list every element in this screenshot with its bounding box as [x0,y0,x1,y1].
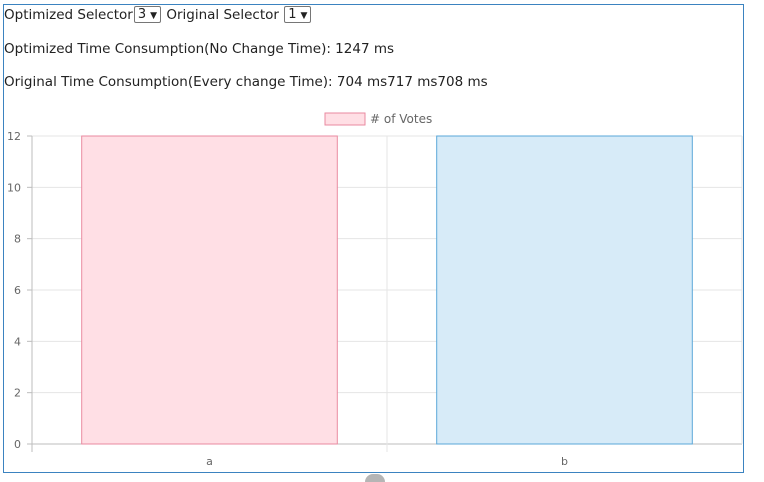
optimized-selector-label: Optimized Selector [4,7,133,23]
legend-swatch [324,112,366,126]
x-tick-label: a [206,455,213,468]
chevron-down-icon: ▼ [300,11,308,21]
selector-row: Optimized Selector 3 ▼ Original Selector 1… [4,6,312,24]
optimized-selector-select[interactable]: 3 ▼ [133,6,162,23]
y-tick-label: 12 [7,130,21,143]
demo-frame: Optimized Selector 3 ▼ Original Selector 1… [3,4,744,473]
optimized-selector-value: 3 [137,7,147,22]
original-selector-value: 1 [288,7,297,22]
bar-a [81,135,338,445]
y-tick-label: 0 [14,438,21,451]
original-selector-select[interactable]: 1 ▼ [284,6,312,23]
legend-label: # of Votes [370,112,432,126]
y-tick-label: 6 [14,284,21,297]
y-tick-label: 10 [7,181,21,194]
chevron-down-icon: ▼ [150,11,158,21]
y-tick-label: 8 [14,233,21,246]
x-tick-label: b [561,455,568,468]
y-tick-label: 2 [14,387,21,400]
y-tick-label: 4 [14,335,21,348]
original-selector-label: Original Selector [166,7,279,23]
scroll-indicator[interactable] [365,474,385,482]
original-time-text: Original Time Consumption(Every change T… [4,74,488,90]
optimized-time-text: Optimized Time Consumption(No Change Tim… [4,41,395,57]
bar-b [436,135,693,445]
